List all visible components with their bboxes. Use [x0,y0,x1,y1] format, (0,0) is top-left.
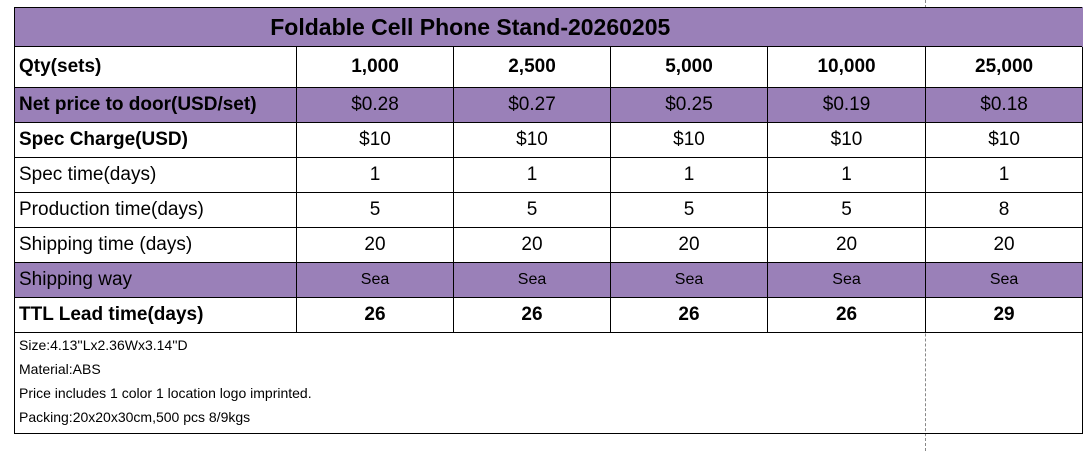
row-spec-charge: Spec Charge(USD) $10 $10 $10 $10 $10 [14,122,1084,158]
cell-shipping-time: 20 [453,227,611,263]
row-qty: Qty(sets) 1,000 2,500 5,000 10,000 25,000 [14,46,1084,88]
row-production-time: Production time(days) 5 5 5 5 8 [14,192,1084,228]
cell-spec-charge: $10 [610,122,768,158]
note-packing: Packing:20x20x30cm,500 pcs 8/9kgs [19,409,251,425]
row-ttl-lead-time: TTL Lead time(days) 26 26 26 26 29 [14,297,1084,333]
cell-spec-time: 1 [766,157,927,193]
cell-production-time: 5 [296,192,454,228]
row-spec-time: Spec time(days) 1 1 1 1 1 [14,157,1084,193]
cell-production-time: 5 [766,192,927,228]
cell-spec-time: 1 [610,157,768,193]
row-label: Qty(sets) [14,46,297,88]
notes-row: Size:4.13''Lx2.36Wx3.14''D Material:ABS … [13,332,1084,434]
cell-spec-time: 1 [296,157,454,193]
quote-table: Foldable Cell Phone Stand-20260205 Qty(s… [13,7,1084,434]
cell-qty: 2,500 [453,46,611,88]
cell-shipping-way: Sea [925,262,1084,298]
cell-ttl-lead-time: 26 [296,297,454,333]
cell-shipping-way: Sea [453,262,611,298]
note-size: Size:4.13''Lx2.36Wx3.14''D [19,337,188,353]
cell-production-time: 8 [925,192,1084,228]
cell-shipping-time: 20 [296,227,454,263]
cell-net-price: $0.18 [925,87,1084,123]
cell-production-time: 5 [453,192,611,228]
cell-ttl-lead-time: 26 [766,297,927,333]
notes-cell: Size:4.13''Lx2.36Wx3.14''D Material:ABS … [13,332,926,434]
cell-shipping-time: 20 [925,227,1084,263]
cell-net-price: $0.19 [766,87,927,123]
cell-spec-time: 1 [925,157,1084,193]
row-label: Spec Charge(USD) [14,122,297,158]
row-label: Spec time(days) [14,157,297,193]
cell-shipping-way: Sea [610,262,768,298]
row-label: Shipping time (days) [14,227,297,263]
cell-shipping-way: Sea [296,262,454,298]
cell-qty: 1,000 [296,46,454,88]
row-label: Production time(days) [14,192,297,228]
cell-spec-charge: $10 [453,122,611,158]
cell-spec-charge: $10 [925,122,1084,158]
cell-qty: 10,000 [766,46,927,88]
row-shipping-time: Shipping time (days) 20 20 20 20 20 [14,227,1084,263]
cell-spec-time: 1 [453,157,611,193]
cell-shipping-way: Sea [766,262,927,298]
row-label: TTL Lead time(days) [14,297,297,333]
note-price: Price includes 1 color 1 location logo i… [19,385,312,401]
title-row: Foldable Cell Phone Stand-20260205 [13,7,1084,47]
cell-spec-charge: $10 [766,122,927,158]
row-label: Shipping way [14,262,297,298]
cell-shipping-time: 20 [610,227,768,263]
cell-qty: 25,000 [925,46,1084,88]
row-label: Net price to door(USD/set) [14,87,297,123]
cell-qty: 5,000 [610,46,768,88]
row-net-price: Net price to door(USD/set) $0.28 $0.27 $0.2… [14,87,1084,123]
row-shipping-way: Shipping way Sea Sea Sea Sea Sea [14,262,1084,298]
cell-shipping-time: 20 [766,227,927,263]
cell-net-price: $0.25 [610,87,768,123]
cell-net-price: $0.27 [453,87,611,123]
table-title: Foldable Cell Phone Stand-20260205 [13,7,926,47]
cell-ttl-lead-time: 29 [925,297,1084,333]
cell-production-time: 5 [610,192,768,228]
cell-net-price: $0.28 [296,87,454,123]
cell-ttl-lead-time: 26 [610,297,768,333]
cell-spec-charge: $10 [296,122,454,158]
cell-ttl-lead-time: 26 [453,297,611,333]
note-material: Material:ABS [19,361,101,377]
